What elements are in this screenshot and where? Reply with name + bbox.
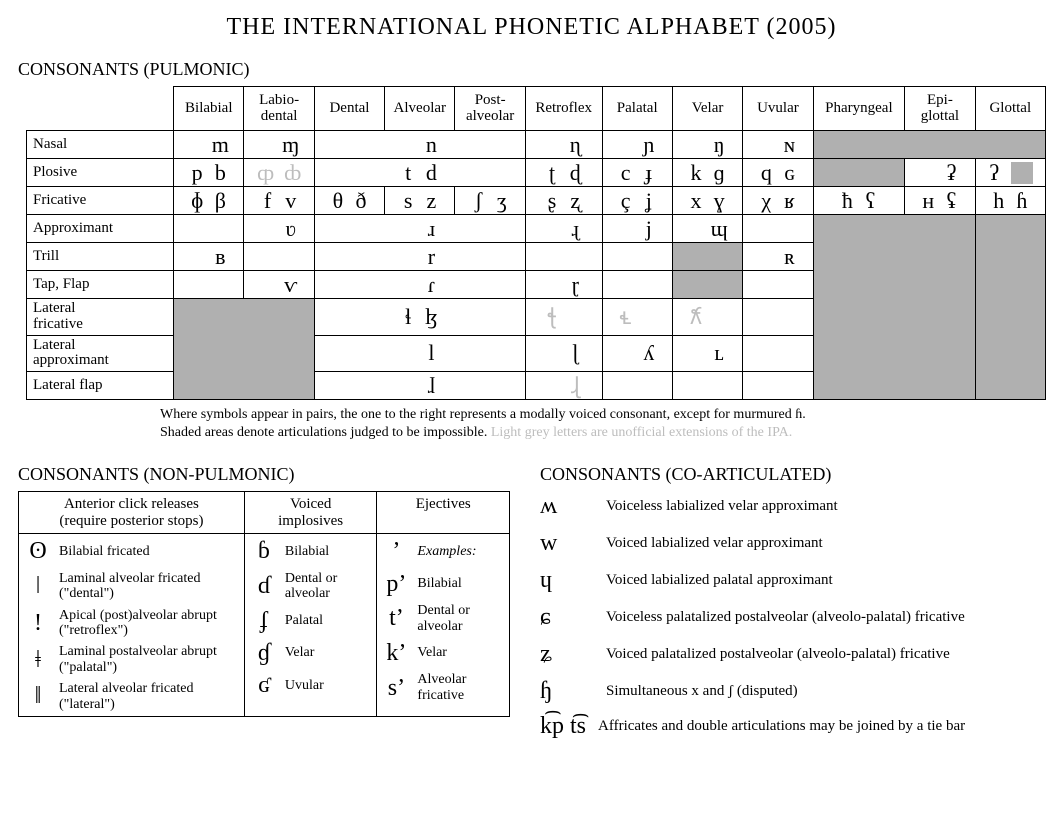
list-item: ɥVoiced labialized palatal approximant [540,567,1045,594]
list-item: kʼVelar [383,640,503,666]
rowhead-trill: Trill [27,243,174,271]
list-item: !Apical (post)alveolar abrupt ("retrofle… [25,608,238,639]
pulmonic-table: Bilabial Labio-dental Dental Alveolar Po… [26,86,1046,400]
list-item: ǁLateral alveolar fricated ("lateral") [25,681,238,712]
list-item: sʼAlveolar fricative [383,672,503,703]
col-glottal: Glottal [975,87,1045,131]
rowhead-latfric: Lateralfricative [27,299,174,336]
col-alveolar: Alveolar [385,87,455,131]
rowhead-tap: Tap, Flap [27,271,174,299]
list-item: ʄPalatal [251,608,371,634]
ejective-head: Ejectives [377,492,510,534]
list-item: tʼDental or alveolar [383,603,503,634]
rowhead-latapprox: Lateralapproximant [27,335,174,372]
coarticulated-heading: CONSONANTS (CO-ARTICULATED) [540,464,1045,485]
rowhead-fricative: Fricative [27,187,174,215]
col-uvular: Uvular [743,87,813,131]
row-approximant: Approximant ʋ ɹ ɻ j ɰ [27,215,1046,243]
list-item: pʼBilabial [383,571,503,597]
col-palatal: Palatal [602,87,672,131]
col-bilabial: Bilabial [174,87,244,131]
list-item: ʍVoiceless labialized velar approximant [540,493,1045,520]
col-velar: Velar [672,87,742,131]
pulmonic-heading: CONSONANTS (PULMONIC) [18,59,1045,80]
list-item: wVoiced labialized velar approximant [540,530,1045,557]
col-postalveolar: Post-alveolar [455,87,525,131]
click-head: Anterior click releases(require posterio… [19,492,245,534]
col-pharyngeal: Pharyngeal [813,87,905,131]
rowhead-plosive: Plosive [27,159,174,187]
implosive-head: Voicedimplosives [244,492,377,534]
list-item: ʛUvular [251,672,371,698]
row-nasal: Nasal m ɱ n ɳ ɲ ŋ ɴ [27,131,1046,159]
col-retroflex: Retroflex [525,87,602,131]
list-item: ɓBilabial [251,538,371,564]
list-item: ɧSimultaneous x and ʃ (disputed) [540,678,1045,705]
row-fricative: Fricative ɸβ fv θð sz ʃʒ ʂʐ çʝ xɣ χʁ ħʕ … [27,187,1046,215]
pulmonic-caption: Where symbols appear in pairs, the one t… [160,406,1045,442]
col-epiglottal: Epi-glottal [905,87,975,131]
rowhead-latflap: Lateral flap [27,372,174,400]
rowhead-approximant: Approximant [27,215,174,243]
list-item: ɠVelar [251,640,371,666]
col-dental: Dental [314,87,384,131]
list-item: ɗDental or alveolar [251,571,371,602]
row-plosive: Plosive pb ȹȸ td ʈɖ cɟ kɡ qɢ ʡ ʔ [27,159,1046,187]
list-item: ʑVoiced palatalized postalveolar (alveol… [540,641,1045,668]
nonpulmonic-table: Anterior click releases(require posterio… [18,491,510,717]
list-item: ɕVoiceless palatalized postalveolar (alv… [540,604,1045,631]
rowhead-nasal: Nasal [27,131,174,159]
col-labiodental: Labio-dental [244,87,314,131]
nonpulmonic-heading: CONSONANTS (NON-PULMONIC) [18,464,510,485]
list-item: ǂLaminal postalveolar abrupt ("palatal") [25,644,238,675]
list-item: ǀLaminal alveolar fricated ("dental") [25,571,238,602]
list-item: ʘBilabial fricated [25,538,238,564]
tiebar-note: k͡p t͡s Affricates and double articulati… [540,713,1045,740]
coarticulated-list: ʍVoiceless labialized velar approximant w… [540,493,1045,705]
table-header-row: Bilabial Labio-dental Dental Alveolar Po… [27,87,1046,131]
page-title: THE INTERNATIONAL PHONETIC ALPHABET (200… [18,14,1045,41]
